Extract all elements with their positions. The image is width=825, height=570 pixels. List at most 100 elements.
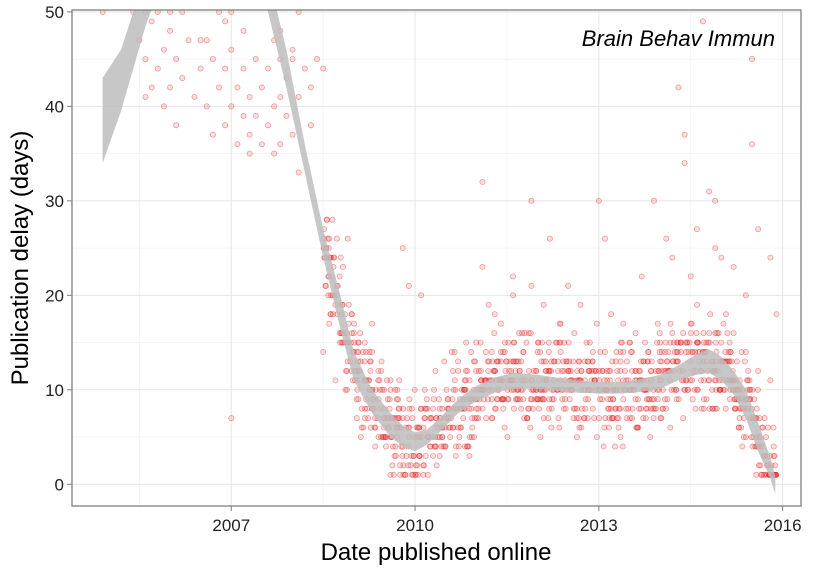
data-point (421, 386, 428, 393)
data-point (714, 330, 721, 337)
data-point (545, 349, 552, 355)
data-point (420, 424, 427, 431)
data-point (693, 339, 700, 346)
data-point (668, 386, 675, 393)
data-point (561, 367, 568, 374)
data-point (375, 367, 382, 374)
data-point (234, 84, 241, 91)
data-point (399, 415, 406, 422)
data-point (394, 386, 401, 393)
data-point (400, 405, 407, 412)
data-point (416, 452, 423, 459)
data-point (671, 386, 677, 393)
data-point (561, 339, 568, 346)
data-point (534, 396, 541, 403)
data-point (456, 434, 463, 440)
data-point (322, 282, 329, 289)
data-point (258, 84, 265, 91)
data-point (452, 452, 459, 459)
data-point (442, 443, 449, 450)
data-point (607, 405, 614, 412)
data-point (380, 434, 387, 440)
data-point (546, 367, 553, 374)
data-point (154, 10, 161, 15)
data-point (99, 10, 106, 15)
data-point (755, 226, 762, 233)
data-point (148, 18, 155, 25)
data-point (234, 141, 241, 148)
data-point (442, 443, 449, 450)
data-point (322, 282, 329, 289)
data-point (391, 452, 398, 459)
data-point (638, 358, 644, 365)
data-point (645, 349, 652, 355)
data-point (435, 396, 442, 403)
data-point (720, 386, 727, 393)
data-point (722, 349, 729, 355)
data-point (673, 349, 680, 355)
data-point (709, 405, 716, 412)
data-point (732, 405, 738, 412)
data-point (379, 434, 386, 440)
data-point (640, 358, 647, 365)
data-point (320, 65, 327, 72)
data-point (577, 301, 584, 308)
data-point (582, 405, 589, 412)
data-point (677, 339, 684, 346)
data-point (589, 358, 596, 365)
data-point (717, 386, 724, 393)
data-point (656, 330, 663, 337)
data-point (521, 415, 528, 422)
data-point (387, 386, 394, 393)
data-point (353, 349, 360, 355)
data-point (323, 216, 330, 223)
data-point (392, 452, 399, 459)
data-point (728, 358, 735, 365)
data-point (381, 434, 388, 440)
data-point (573, 434, 580, 440)
data-point (535, 396, 542, 403)
data-point (387, 377, 394, 384)
data-point (725, 358, 732, 365)
data-point (498, 396, 505, 403)
data-point (629, 415, 635, 422)
data-point (651, 405, 658, 412)
data-point (325, 292, 332, 299)
data-point (345, 301, 352, 308)
data-point (387, 471, 394, 478)
data-point (320, 349, 327, 355)
data-point (532, 396, 539, 403)
data-point (557, 349, 564, 355)
data-point (574, 367, 581, 374)
data-point (466, 405, 473, 412)
data-point (694, 301, 701, 308)
data-point (677, 339, 684, 346)
data-point (540, 301, 547, 308)
data-point (434, 434, 441, 440)
data-point (475, 405, 482, 412)
data-point (203, 37, 210, 44)
data-point (578, 367, 585, 374)
data-point (579, 405, 585, 412)
data-point (757, 462, 764, 469)
data-point (499, 396, 506, 403)
data-point (636, 367, 643, 374)
data-point (685, 386, 691, 393)
data-point (344, 386, 350, 393)
data-point (507, 358, 514, 365)
data-point (179, 10, 186, 15)
data-point (656, 367, 662, 374)
data-point (681, 386, 688, 393)
data-point (361, 339, 368, 346)
data-point (485, 367, 492, 374)
data-point (767, 377, 774, 384)
data-point (687, 273, 694, 280)
data-point (422, 452, 429, 459)
data-point (455, 424, 462, 431)
x-axis: 2007 2010 2013 2016 (212, 506, 802, 535)
data-point (203, 103, 210, 110)
data-point (627, 339, 634, 346)
data-point (634, 424, 641, 431)
data-point (478, 377, 484, 384)
data-point (383, 377, 390, 384)
